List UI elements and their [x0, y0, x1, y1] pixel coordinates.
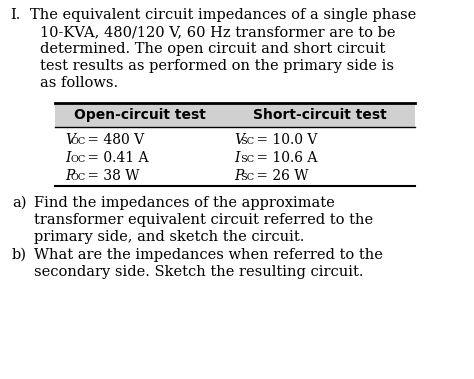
- Text: as follows.: as follows.: [40, 76, 118, 90]
- Text: b): b): [12, 248, 27, 262]
- Text: = 10.6 A: = 10.6 A: [252, 151, 318, 165]
- Text: OC: OC: [71, 173, 86, 182]
- Text: Short-circuit test: Short-circuit test: [253, 108, 386, 122]
- Text: SC: SC: [240, 137, 255, 146]
- Text: OC: OC: [71, 155, 86, 164]
- Text: determined. The open circuit and short circuit: determined. The open circuit and short c…: [40, 42, 385, 56]
- Text: I: I: [65, 151, 71, 165]
- Bar: [55, 103, 415, 127]
- Text: Open-circuit test: Open-circuit test: [73, 108, 206, 122]
- Text: What are the impedances when referred to the: What are the impedances when referred to…: [34, 248, 383, 262]
- Text: SC: SC: [240, 155, 255, 164]
- Text: secondary side. Sketch the resulting circuit.: secondary side. Sketch the resulting cir…: [34, 265, 364, 279]
- Text: Find the impedances of the approximate: Find the impedances of the approximate: [34, 196, 335, 210]
- Text: SC: SC: [240, 173, 255, 182]
- Text: primary side, and sketch the circuit.: primary side, and sketch the circuit.: [34, 230, 304, 244]
- Text: 10-KVA, 480/120 V, 60 Hz transformer are to be: 10-KVA, 480/120 V, 60 Hz transformer are…: [40, 25, 395, 39]
- Text: = 10.0 V: = 10.0 V: [252, 133, 318, 147]
- Text: I: I: [234, 151, 240, 165]
- Text: OC: OC: [71, 137, 86, 146]
- Text: V: V: [234, 133, 244, 147]
- Text: P: P: [234, 169, 244, 183]
- Text: = 26 W: = 26 W: [252, 169, 309, 183]
- Text: = 480 V: = 480 V: [83, 133, 144, 147]
- Text: The equivalent circuit impedances of a single phase: The equivalent circuit impedances of a s…: [30, 8, 416, 22]
- Text: V: V: [65, 133, 75, 147]
- Text: = 38 W: = 38 W: [83, 169, 139, 183]
- Text: I.: I.: [10, 8, 20, 22]
- Text: P: P: [65, 169, 74, 183]
- Bar: [55, 127, 415, 186]
- Text: = 0.41 A: = 0.41 A: [83, 151, 148, 165]
- Text: test results as performed on the primary side is: test results as performed on the primary…: [40, 59, 394, 73]
- Text: transformer equivalent circuit referred to the: transformer equivalent circuit referred …: [34, 213, 373, 227]
- Text: a): a): [12, 196, 27, 210]
